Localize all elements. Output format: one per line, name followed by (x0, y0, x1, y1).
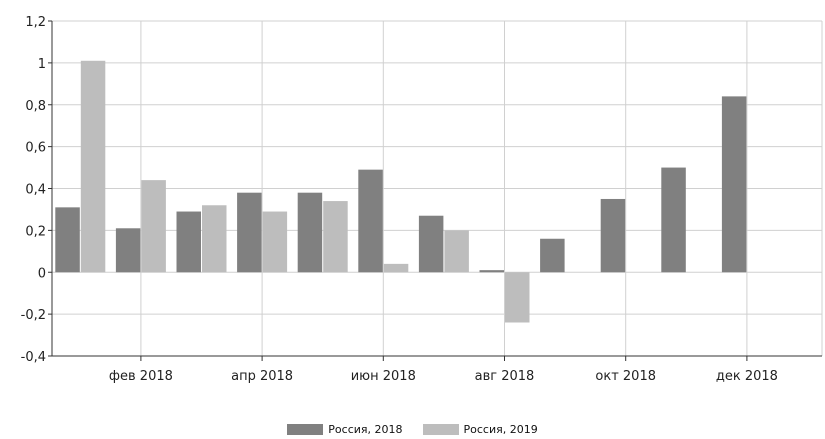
bar-series-0-6 (418, 215, 444, 273)
bar-series-1-6 (444, 230, 469, 273)
bar-series-0-1 (115, 228, 141, 273)
y-tick-label: 0 (38, 266, 46, 281)
y-tick-label: 0,6 (25, 141, 46, 156)
x-tick-label: фев 2018 (109, 369, 173, 384)
y-tick-label: 1 (38, 57, 46, 72)
legend-label-series-0: Россия, 2018 (328, 423, 403, 436)
bar-series-1-5 (383, 263, 409, 273)
bar-series-0-7 (479, 270, 504, 273)
bar-series-1-3 (262, 211, 288, 273)
y-tick-label: 0,8 (25, 99, 46, 114)
y-tick-labels: -0,4 -0,2 0 0,2 0,4 0,6 0,8 1 1,2 (21, 15, 46, 365)
legend-item-series-0: Россия, 2018 (287, 423, 403, 436)
legend-swatch-series-1 (422, 424, 459, 435)
y-tick-label: -0,2 (21, 308, 46, 323)
x-tick-label: окт 2018 (595, 369, 656, 384)
bar-series-0-5 (358, 169, 383, 273)
legend: Россия, 2018 Россия, 2019 (0, 423, 825, 436)
bar-series-0-3 (237, 192, 262, 273)
y-tick-label: 0,4 (25, 183, 46, 198)
bar-series-0-11 (721, 96, 747, 273)
legend-label-series-1: Россия, 2019 (463, 423, 538, 436)
bars-group (55, 60, 747, 323)
grid-lines (52, 20, 823, 357)
y-tick-label: 0,2 (25, 224, 46, 239)
legend-swatch-series-0 (287, 424, 324, 435)
bar-series-0-0 (55, 207, 80, 273)
x-tick-label: авг 2018 (475, 369, 535, 384)
bar-series-1-4 (323, 201, 348, 273)
x-tick-labels: фев 2018 апр 2018 июн 2018 авг 2018 окт 2018… (109, 369, 778, 384)
bar-series-0-2 (176, 211, 201, 273)
x-tick-label: апр 2018 (231, 369, 293, 384)
bar-series-0-4 (297, 192, 323, 273)
y-tick-label: 1,2 (25, 15, 46, 30)
x-tick-label: июн 2018 (351, 369, 416, 384)
y-tick-label: -0,4 (21, 350, 46, 365)
bar-series-0-10 (661, 167, 686, 273)
x-tick-label: дек 2018 (716, 369, 778, 384)
bar-series-1-7 (505, 272, 530, 323)
bar-series-1-2 (202, 205, 227, 273)
bar-series-1-0 (80, 60, 106, 273)
legend-item-series-1: Россия, 2019 (422, 423, 538, 436)
bar-series-0-8 (540, 238, 565, 273)
bar-series-1-1 (141, 180, 166, 273)
axes (48, 20, 822, 361)
bar-series-0-9 (600, 198, 626, 273)
